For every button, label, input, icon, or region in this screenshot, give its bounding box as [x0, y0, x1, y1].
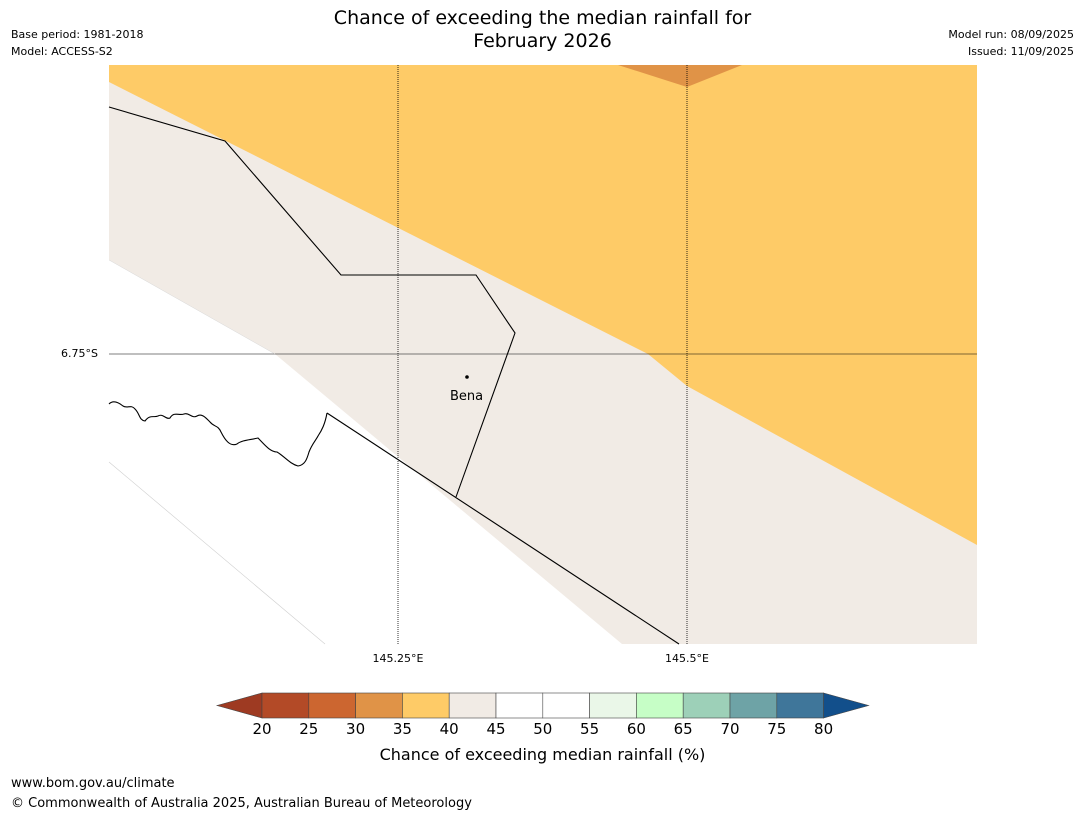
colorbar-segment — [729, 692, 778, 719]
footer-copyright: © Commonwealth of Australia 2025, Austra… — [11, 796, 472, 811]
colorbar-segment — [636, 692, 684, 719]
colorbar-tick-label: 20 — [252, 720, 272, 738]
lat-label: 6.75°S — [61, 347, 98, 360]
colorbar-segment — [308, 692, 356, 719]
region-30-35 — [618, 65, 742, 87]
lon-label-145-5: 145.5°E — [665, 652, 709, 665]
place-marker — [465, 375, 469, 379]
colorbar-segment — [261, 692, 310, 719]
colorbar-tick-label: 50 — [533, 720, 553, 738]
province-boundary-south — [326, 412, 680, 645]
faint-boundary-line — [108, 461, 326, 645]
colorbar-tick-label: 30 — [346, 720, 366, 738]
region-35-40 — [109, 65, 977, 545]
colorbar-label: Chance of exceeding median rainfall (%) — [379, 745, 706, 764]
issued-date: Issued: 11/09/2025 — [967, 45, 1074, 58]
lon-label-145-25: 145.25°E — [372, 652, 424, 665]
model-run: Model run: 08/09/2025 — [948, 28, 1074, 41]
colorbar-tick-label: 70 — [720, 720, 740, 738]
title-line-2: February 2026 — [473, 30, 612, 52]
province-boundary — [108, 106, 516, 498]
meta-right: Model run: 08/09/2025 Issued: 11/09/2025 — [948, 26, 1074, 60]
model-name: Model: ACCESS-S2 — [11, 45, 113, 58]
colorbar-segment — [402, 692, 450, 719]
colorbar-segment — [682, 692, 731, 719]
colorbar-tick-label: 35 — [392, 720, 412, 738]
base-period: Base period: 1981-2018 — [11, 28, 144, 41]
place-label: Bena — [450, 389, 484, 404]
colorbar-segment — [776, 692, 824, 719]
river-line — [108, 401, 328, 467]
colorbar-segment — [589, 692, 637, 719]
colorbar-tick-label: 80 — [814, 720, 834, 738]
faint-edge-line — [108, 259, 276, 355]
colorbar-arrow-low — [215, 692, 263, 719]
colorbar-segment — [542, 692, 590, 719]
colorbar-tick-label: 55 — [580, 720, 600, 738]
colorbar-arrow-high — [823, 692, 870, 719]
title-line-1: Chance of exceeding the median rainfall … — [333, 7, 752, 29]
colorbar-tick-label: 40 — [439, 720, 459, 738]
colorbar-tick-label: 45 — [486, 720, 506, 738]
colorbar-segment — [448, 692, 497, 719]
footer-url[interactable]: www.bom.gov.au/climate — [11, 776, 175, 791]
colorbar-tick-label: 60 — [626, 720, 646, 738]
colorbar-tick-label: 25 — [299, 720, 319, 738]
meta-left: Base period: 1981-2018 Model: ACCESS-S2 — [11, 26, 143, 60]
colorbar-tick-label: 75 — [767, 720, 787, 738]
colorbar-segment — [495, 692, 544, 719]
colorbar-segment — [355, 692, 403, 719]
map-title: Chance of exceeding the median rainfall … — [0, 7, 1085, 53]
colorbar-tick-label: 65 — [673, 720, 693, 738]
